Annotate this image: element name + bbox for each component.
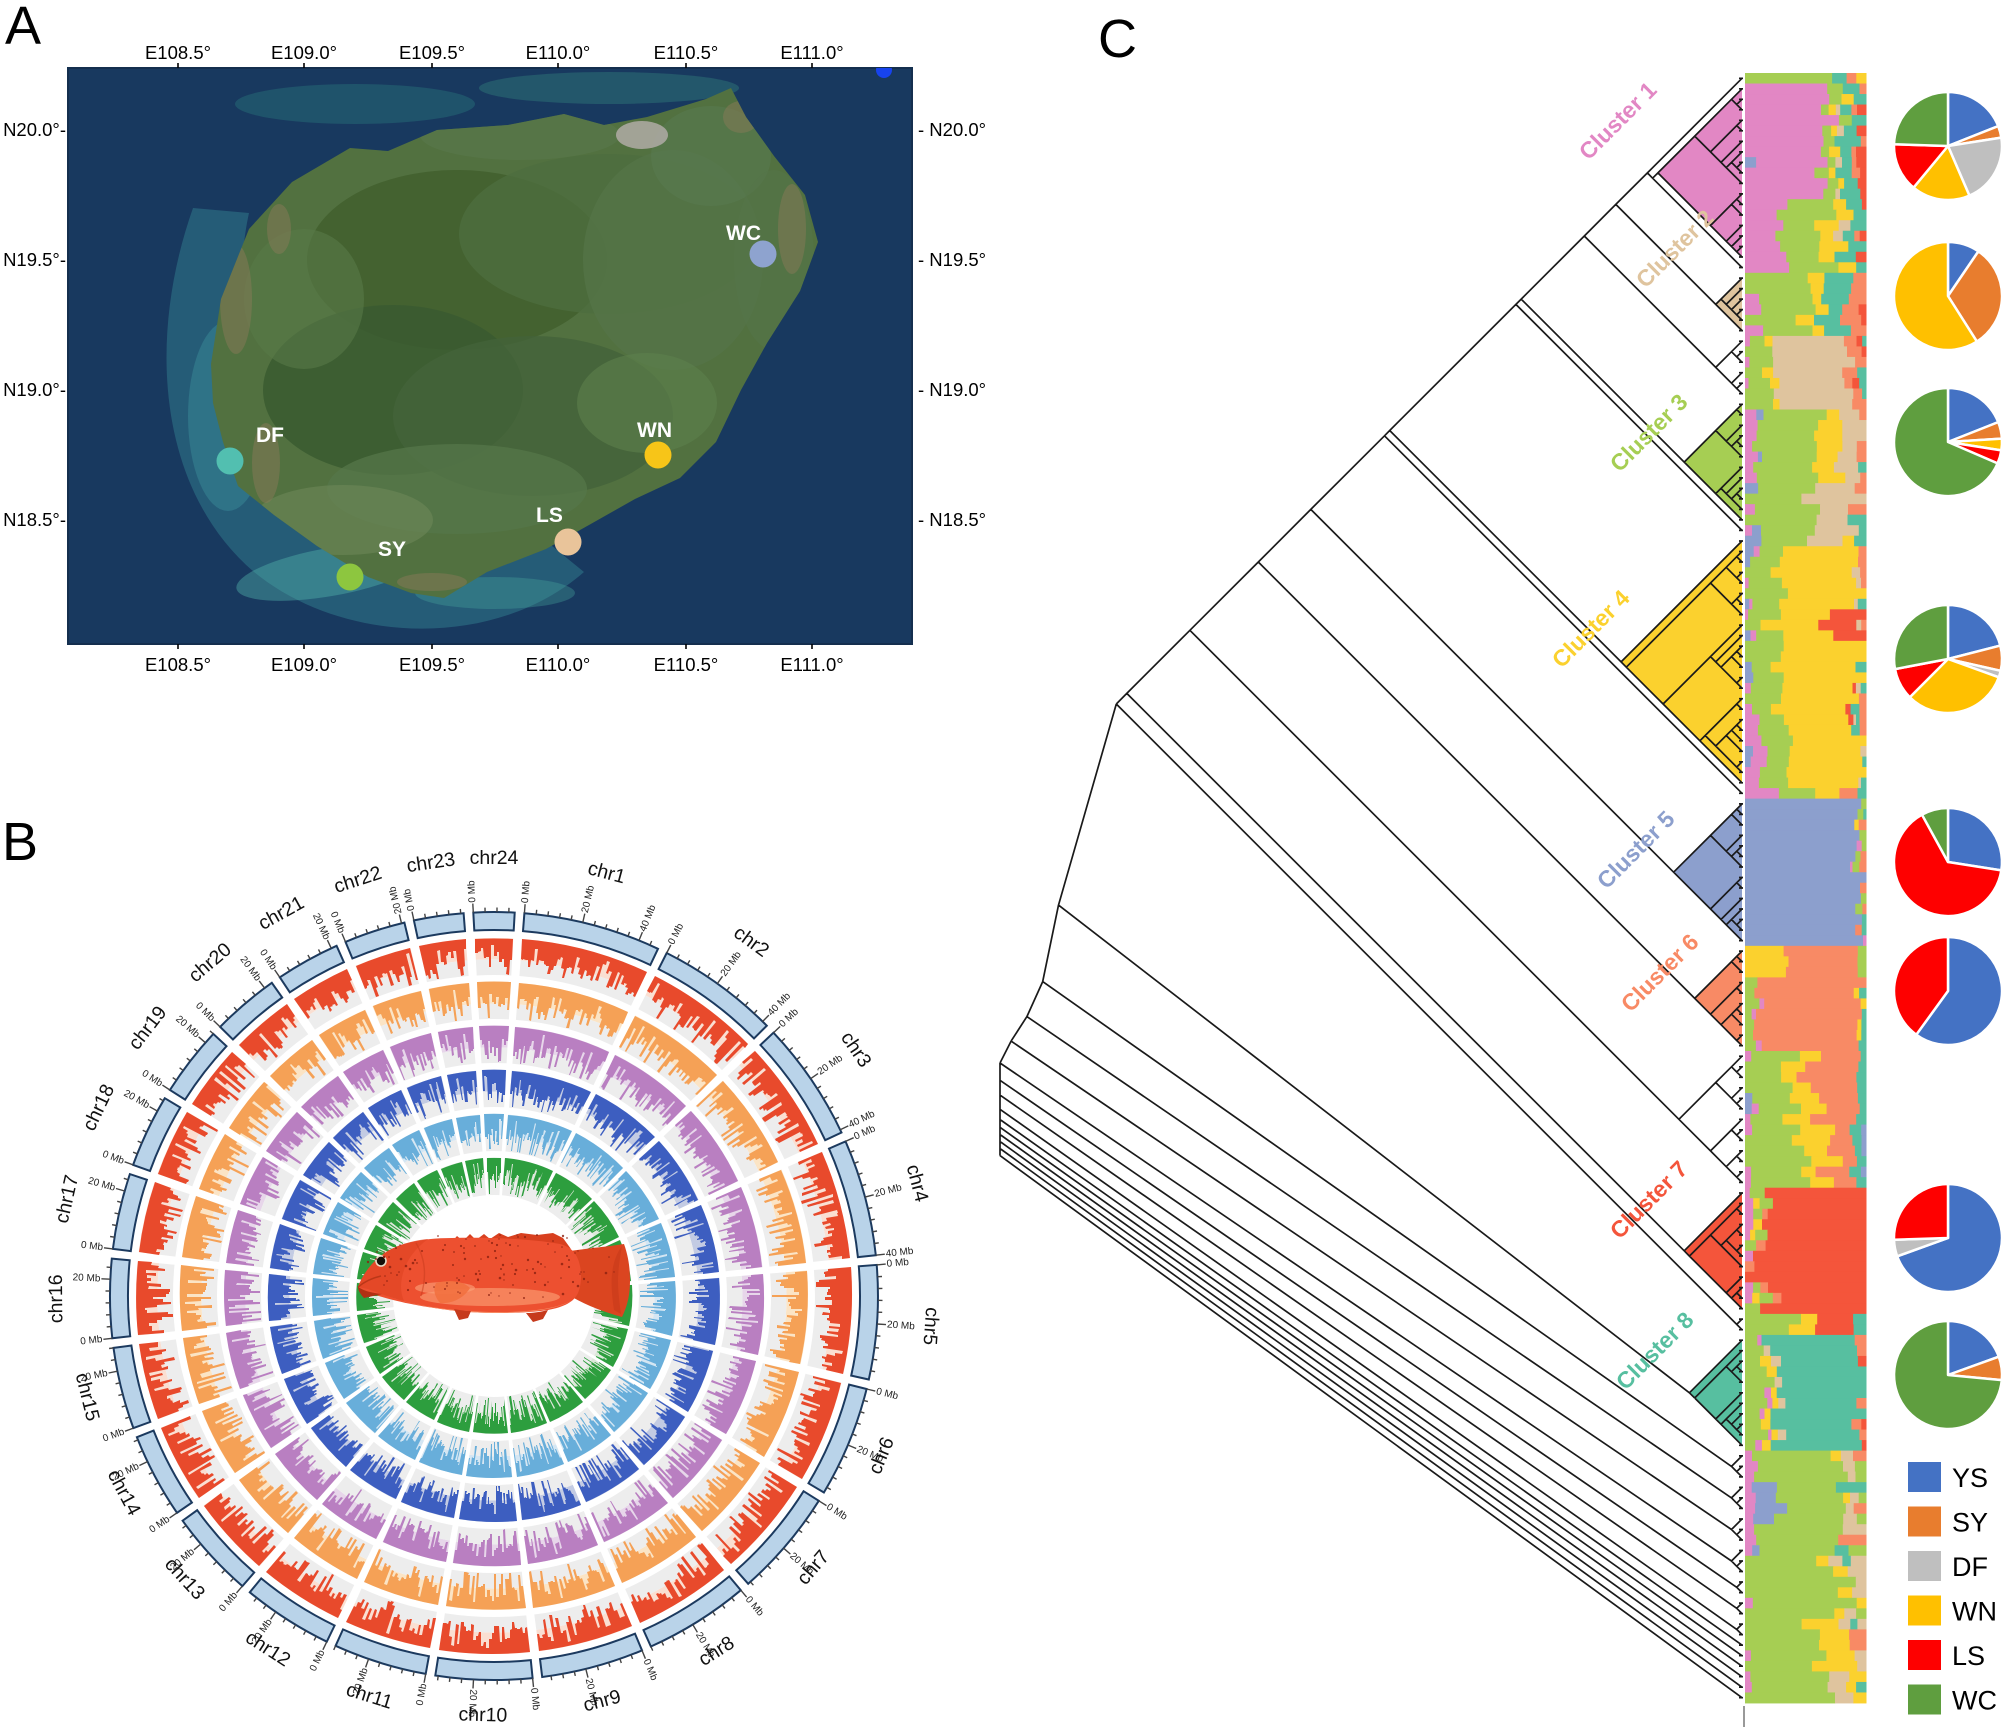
svg-text:0 Mb: 0 Mb [466,880,478,903]
svg-text:E109.5°: E109.5° [399,654,465,675]
svg-text:- N18.5°: - N18.5° [918,509,986,530]
svg-text:0 Mb: 0 Mb [520,880,533,903]
svg-text:N18.5°-: N18.5°- [3,509,66,530]
svg-text:0 Mb: 0 Mb [528,1687,541,1711]
svg-text:0 Mb: 0 Mb [80,1334,104,1347]
svg-text:E110.5°: E110.5° [654,42,719,63]
svg-text:0 Mb: 0 Mb [402,887,417,911]
svg-text:20 Mb: 20 Mb [466,1689,479,1718]
svg-text:40 Mb: 40 Mb [885,1246,914,1260]
svg-text:WC: WC [1952,1686,1997,1716]
svg-text:20 Mb: 20 Mb [72,1272,101,1284]
svg-text:B: B [2,812,38,872]
svg-text:N19.0°-: N19.0°- [3,379,66,400]
svg-text:E108.5°: E108.5° [145,42,211,63]
svg-text:20 Mb: 20 Mb [79,1368,109,1384]
svg-text:N20.0°-: N20.0°- [3,119,66,140]
svg-text:E111.0°: E111.0° [780,654,843,675]
svg-text:E111.0°: E111.0° [780,42,843,63]
svg-text:E109.0°: E109.0° [271,42,337,63]
svg-text:LS: LS [536,504,563,527]
svg-text:DF: DF [1952,1552,1988,1582]
svg-text:0 Mb: 0 Mb [80,1240,104,1254]
svg-text:SY: SY [1952,1508,1988,1538]
svg-text:- N19.0°: - N19.0° [918,379,986,400]
svg-text:E110.0°: E110.0° [526,654,591,675]
svg-text:20 Mb: 20 Mb [887,1319,916,1332]
svg-text:N19.5°-: N19.5°- [3,249,66,270]
svg-text:E110.0°: E110.0° [526,42,591,63]
svg-text:0 Mb: 0 Mb [415,1682,430,1706]
svg-text:chr10: chr10 [458,1703,507,1726]
svg-text:- N20.0°: - N20.0° [918,119,986,140]
svg-text:E110.5°: E110.5° [654,654,719,675]
svg-text:0 Mb: 0 Mb [886,1257,909,1270]
svg-text:WN: WN [1952,1597,1997,1627]
svg-text:YS: YS [1952,1463,1988,1493]
svg-text:0 Mb: 0 Mb [875,1386,900,1402]
svg-text:A: A [5,0,41,56]
svg-text:WC: WC [726,222,761,245]
svg-text:E108.5°: E108.5° [145,654,211,675]
svg-text:LS: LS [1952,1641,1985,1671]
svg-text:C: C [1098,9,1137,69]
svg-text:chr24: chr24 [470,847,519,869]
svg-text:DF: DF [256,424,284,447]
svg-text:SY: SY [378,538,406,561]
svg-text:- N19.5°: - N19.5° [918,249,986,270]
svg-text:chr16: chr16 [45,1274,67,1323]
svg-text:WN: WN [637,419,672,442]
svg-text:E109.5°: E109.5° [399,42,465,63]
svg-text:chr5: chr5 [919,1306,944,1346]
svg-text:E109.0°: E109.0° [271,654,337,675]
